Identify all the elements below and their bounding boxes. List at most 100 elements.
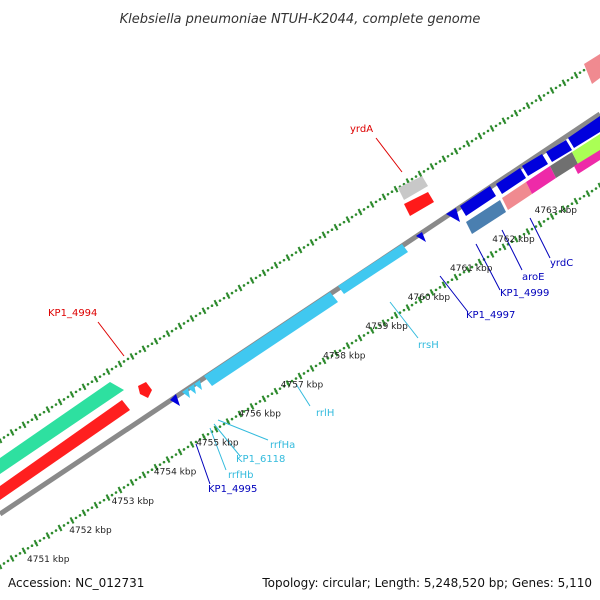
lower-major-tick bbox=[345, 342, 351, 350]
upper-major-tick bbox=[381, 193, 387, 201]
tick-label: 4754 kbp bbox=[154, 468, 197, 478]
upper-major-tick bbox=[537, 94, 543, 102]
upper-tick-dot bbox=[530, 101, 534, 105]
lower-major-tick bbox=[369, 326, 375, 334]
lower-major-tick bbox=[201, 433, 207, 441]
upper-tick-dot bbox=[198, 312, 202, 315]
tick-label: 4761 kbp bbox=[450, 264, 493, 274]
upper-tick-dot bbox=[230, 291, 234, 295]
upper-major-tick bbox=[357, 208, 363, 216]
lower-tick-dot bbox=[402, 308, 406, 312]
upper-tick-dot bbox=[62, 398, 66, 401]
lower-tick-dot bbox=[362, 334, 366, 337]
upper-tick-dot bbox=[366, 205, 370, 209]
leader-kp1-4994 bbox=[97, 321, 125, 357]
lower-major-tick bbox=[261, 395, 267, 403]
upper-tick-dot bbox=[534, 99, 538, 102]
upper-major-tick bbox=[369, 200, 375, 208]
upper-tick-dot bbox=[14, 428, 18, 432]
gene-cds-arrow-6 bbox=[568, 116, 600, 148]
upper-tick-dot bbox=[86, 382, 90, 386]
feature-band-red bbox=[0, 400, 130, 500]
upper-tick-dot bbox=[350, 215, 354, 219]
lower-major-tick bbox=[393, 311, 399, 319]
lower-tick-dot bbox=[42, 536, 46, 540]
upper-major-tick bbox=[525, 102, 531, 110]
upper-tick-dot bbox=[578, 71, 582, 74]
upper-tick-dot bbox=[410, 177, 414, 181]
leader-rrsh bbox=[389, 301, 419, 339]
lower-tick-dot bbox=[278, 387, 282, 390]
upper-tick-dot bbox=[50, 405, 54, 409]
lower-tick-dot bbox=[150, 468, 154, 472]
lower-major-tick bbox=[549, 212, 555, 220]
lower-tick-dot bbox=[102, 498, 106, 502]
upper-tick-dot bbox=[206, 306, 210, 310]
leader-rrfhb bbox=[209, 427, 227, 471]
lower-tick-dot bbox=[62, 524, 66, 527]
lower-major-tick bbox=[489, 250, 495, 258]
lower-major-tick bbox=[405, 304, 411, 312]
lower-major-tick bbox=[501, 243, 507, 251]
leader-kp1-4997 bbox=[439, 275, 469, 313]
lower-tick-dot bbox=[590, 189, 594, 193]
upper-tick-dot bbox=[126, 357, 130, 361]
lower-tick-dot bbox=[182, 448, 186, 451]
lower-tick-dot bbox=[234, 415, 238, 418]
upper-tick-dot bbox=[458, 147, 462, 150]
upper-major-tick bbox=[465, 140, 471, 148]
accession-text: Accession: NC_012731 bbox=[8, 576, 144, 590]
lower-major-tick bbox=[129, 478, 135, 486]
lower-major-tick bbox=[69, 516, 75, 524]
feature-block-gray bbox=[550, 152, 578, 178]
upper-tick-dot bbox=[186, 319, 190, 323]
lower-tick-dot bbox=[170, 455, 174, 459]
gene-label-rrsh: rrsH bbox=[418, 340, 439, 351]
gene-aroe-arrow bbox=[496, 168, 526, 194]
lower-tick-dot bbox=[38, 539, 42, 542]
upper-tick-dot bbox=[302, 246, 306, 249]
tick-label: 4763 kbp bbox=[535, 206, 578, 216]
gene-cds-arrow-5 bbox=[546, 140, 572, 162]
upper-tick-dot bbox=[26, 420, 30, 424]
upper-major-tick bbox=[477, 132, 483, 140]
tick-label: 4762 kbp bbox=[492, 235, 535, 245]
lower-major-tick bbox=[441, 281, 447, 289]
gene-labels: yrdA KP1_4994 rrsH rrlH rrfHa KP1_6118 rrfHb KP… bbox=[48, 124, 573, 495]
lower-tick-dot bbox=[18, 552, 22, 555]
lower-major-tick bbox=[213, 425, 219, 433]
upper-major-tick bbox=[309, 238, 315, 246]
upper-major-tick bbox=[321, 231, 327, 239]
upper-tick-dot bbox=[246, 281, 250, 285]
upper-major-tick bbox=[33, 413, 39, 421]
label-leaders bbox=[97, 137, 551, 485]
lower-major-tick bbox=[285, 380, 291, 388]
lower-tick-dot bbox=[582, 194, 586, 198]
lower-major-tick bbox=[0, 563, 3, 570]
upper-major-tick bbox=[117, 360, 123, 368]
lower-tick-dot bbox=[158, 463, 162, 466]
lower-tick-dot bbox=[434, 288, 438, 292]
lower-major-tick bbox=[153, 463, 159, 471]
gene-label-rrfhb: rrfHb bbox=[228, 470, 253, 481]
gene-rrlh-bar bbox=[204, 292, 338, 386]
upper-major-tick bbox=[0, 437, 3, 444]
lower-tick-dot bbox=[446, 280, 450, 284]
lower-tick-dot bbox=[270, 392, 274, 396]
lower-major-tick bbox=[165, 456, 171, 464]
upper-tick-dot bbox=[38, 413, 42, 416]
upper-major-tick bbox=[417, 170, 423, 178]
upper-tick-dot bbox=[386, 192, 390, 196]
lower-tick-dot bbox=[218, 425, 222, 428]
upper-tick-dot bbox=[338, 223, 342, 226]
upper-tick-dot bbox=[314, 238, 318, 242]
leader-yrda bbox=[375, 137, 403, 173]
upper-major-tick bbox=[153, 337, 159, 345]
lower-major-tick bbox=[81, 509, 87, 517]
upper-major-tick bbox=[261, 269, 267, 277]
major-ticks bbox=[0, 56, 600, 570]
upper-tick-dot bbox=[546, 91, 550, 95]
upper-tick-dot bbox=[110, 367, 114, 371]
gene-rrfhb-arrow bbox=[182, 388, 190, 398]
upper-major-tick bbox=[573, 71, 579, 79]
